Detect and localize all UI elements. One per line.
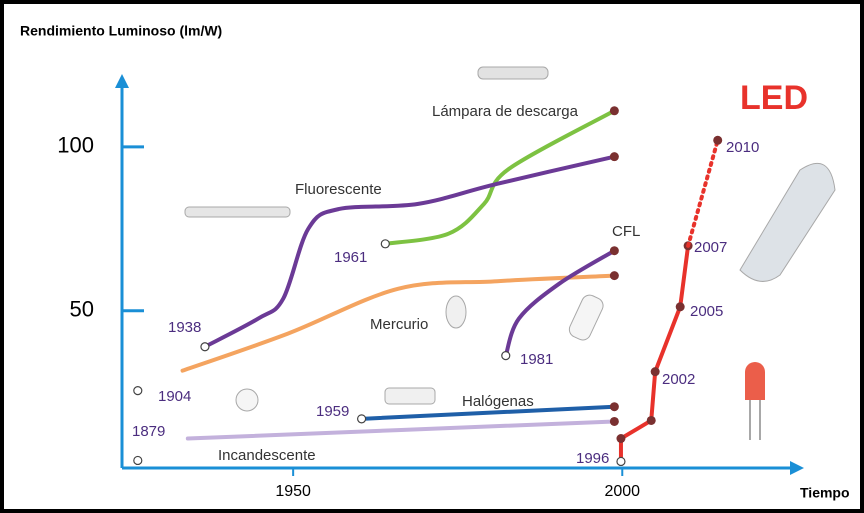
year-label: 1879 [132, 423, 165, 440]
dot-marker [650, 367, 660, 377]
series-label: Lámpara de descarga [432, 103, 579, 120]
open-marker [380, 239, 390, 249]
year-label: 2010 [726, 139, 759, 156]
open-marker [357, 414, 367, 424]
dot-marker [713, 135, 723, 145]
bulb [235, 388, 259, 412]
lamp-icons [184, 66, 836, 440]
dot-marker [675, 302, 685, 312]
led-headline: LED [740, 79, 808, 117]
x-tick-label: 1950 [275, 483, 311, 500]
street-light [739, 162, 836, 282]
year-label: 1981 [520, 351, 553, 368]
series-label: CFL [612, 223, 640, 240]
open-marker [501, 350, 511, 361]
dot-marker [609, 271, 619, 281]
series-line [503, 248, 617, 358]
series-line [618, 243, 691, 464]
y-tick-label: 100 [57, 133, 94, 158]
series-line [359, 404, 617, 421]
dot-marker [609, 106, 619, 116]
series-line [180, 273, 617, 373]
series-line [383, 108, 617, 246]
x-axis-title: Tiempo [800, 485, 850, 501]
year-label: 1996 [576, 450, 609, 467]
dot-marker [609, 402, 619, 412]
year-label: 1938 [168, 319, 201, 336]
y-axis-arrow [115, 74, 129, 88]
y-tick-label: 50 [70, 297, 94, 322]
series-line [202, 154, 617, 349]
year-label: 2002 [662, 371, 695, 388]
mercury-lamp [445, 295, 467, 329]
cfl-lamp [568, 294, 604, 341]
open-marker [200, 342, 210, 352]
year-label: 1961 [334, 249, 367, 266]
dot-marker [609, 416, 619, 426]
open-marker [133, 386, 143, 396]
year-label: 1904 [158, 388, 191, 405]
series-label: Incandescente [218, 447, 316, 464]
series-line [686, 138, 720, 248]
axis-title: Rendimiento Luminoso (lm/W) [20, 23, 222, 39]
year-label: 1959 [316, 403, 349, 420]
dot-marker [616, 434, 626, 444]
led-chip [745, 362, 765, 400]
discharge-lamp [477, 66, 549, 80]
series-label: Halógenas [462, 393, 534, 410]
series-label: Fluorescente [295, 181, 382, 198]
dot-marker [609, 246, 619, 256]
open-marker [133, 455, 143, 466]
year-label: 2005 [690, 303, 723, 320]
open-marker [616, 456, 626, 467]
halogen-lamp [384, 387, 436, 405]
dot-marker [646, 415, 656, 425]
x-axis-arrow [790, 461, 804, 475]
tube-lamp [184, 206, 291, 218]
dot-marker [609, 152, 619, 162]
year-label: 2007 [694, 239, 727, 256]
x-tick-label: 2000 [604, 483, 640, 500]
series-line [185, 419, 617, 441]
series-label: Mercurio [370, 316, 428, 333]
